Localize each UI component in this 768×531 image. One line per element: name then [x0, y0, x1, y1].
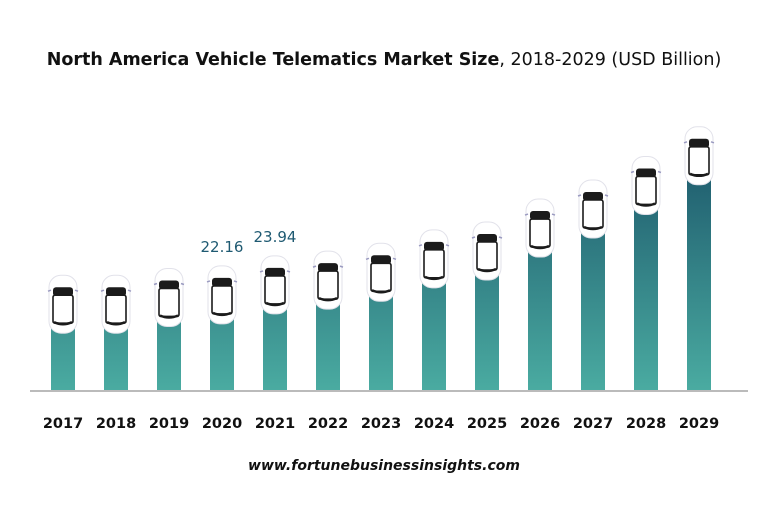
x-tick-label: 2025 — [467, 416, 507, 432]
x-tick-label: 2028 — [626, 416, 666, 432]
x-tick-label: 2024 — [414, 416, 454, 432]
chart-title: North America Vehicle Telematics Market … — [0, 50, 768, 70]
source-url: www.fortunebusinessinsights.com — [248, 458, 520, 474]
x-tick-label: 2018 — [96, 416, 136, 432]
car-icon — [259, 255, 291, 315]
data-label-2021: 23.94 — [254, 228, 297, 246]
x-tick-label: 2029 — [679, 416, 719, 432]
car-icon — [100, 274, 132, 334]
x-tick-label: 2027 — [573, 416, 613, 432]
x-tick-label: 2026 — [520, 416, 560, 432]
title-sub: , 2018-2029 (USD Billion) — [499, 50, 722, 70]
car-icon — [365, 242, 397, 302]
x-tick-label: 2017 — [43, 416, 83, 432]
car-icon — [577, 179, 609, 239]
car-icon — [312, 250, 344, 310]
car-icon — [683, 126, 715, 186]
car-icon — [206, 265, 238, 325]
title-main: North America Vehicle Telematics Market … — [46, 50, 500, 70]
x-tick-label: 2023 — [361, 416, 401, 432]
car-icon — [471, 221, 503, 281]
car-icon — [418, 229, 450, 289]
x-tick-label: 2022 — [308, 416, 348, 432]
x-tick-label: 2021 — [255, 416, 295, 432]
car-icon — [153, 267, 185, 327]
car-icon — [524, 198, 556, 258]
car-icon — [47, 274, 79, 334]
data-label-2020: 22.16 — [201, 238, 244, 256]
x-tick-label: 2020 — [202, 416, 242, 432]
car-icon — [630, 155, 662, 215]
x-tick-label: 2019 — [149, 416, 189, 432]
